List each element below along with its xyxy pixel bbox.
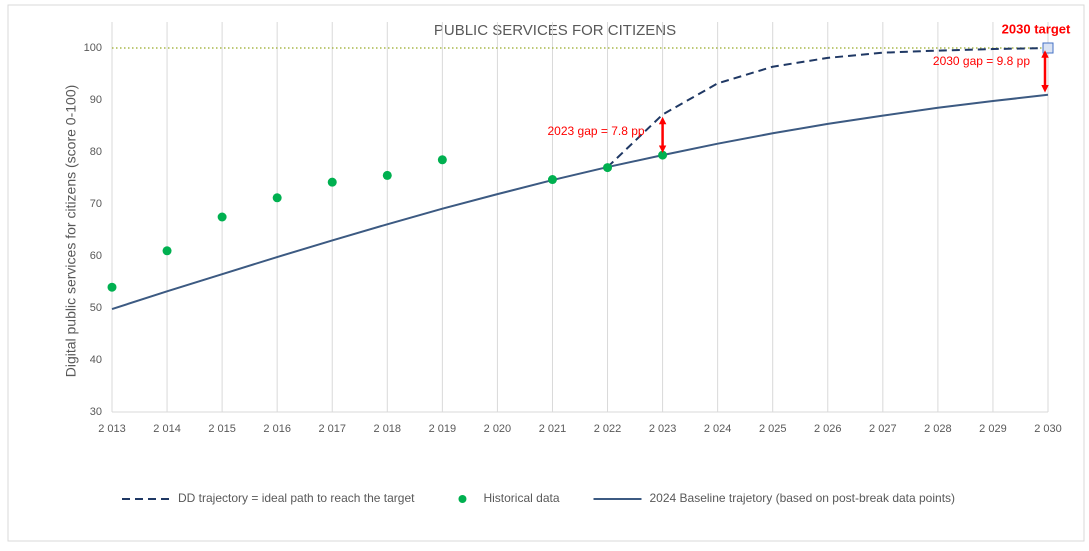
data-point [437, 155, 447, 165]
legend-label: Historical data [483, 491, 559, 505]
x-tick-label: 2 022 [594, 423, 622, 435]
x-tick-label: 2 030 [1034, 423, 1062, 435]
y-tick-label: 70 [90, 198, 102, 210]
y-tick-label: 100 [84, 42, 102, 54]
data-point [603, 163, 613, 173]
annotation: 2030 gap = 9.8 pp [933, 54, 1030, 68]
data-point [107, 282, 117, 292]
legend-marker [458, 495, 467, 503]
data-point [382, 170, 392, 180]
y-tick-label: 90 [90, 94, 102, 106]
x-tick-label: 2 025 [759, 423, 787, 435]
y-axis-label: Digital public services for citizens (sc… [63, 85, 79, 378]
x-tick-label: 2 017 [318, 423, 346, 435]
data-point [547, 175, 557, 185]
x-tick-label: 2 018 [374, 423, 402, 435]
legend-label: 2024 Baseline trajetory (based on post-b… [650, 491, 956, 505]
chart-title: PUBLIC SERVICES FOR CITIZENS [434, 22, 676, 39]
x-tick-label: 2 014 [153, 423, 181, 435]
chart-frame [7, 4, 1085, 542]
x-tick-label: 2 016 [263, 423, 291, 435]
data-point [272, 193, 282, 203]
x-tick-label: 2 019 [429, 423, 457, 435]
x-tick-label: 2 027 [869, 423, 897, 435]
legend-label: DD trajectory = ideal path to reach the … [178, 491, 415, 505]
x-tick-label: 2 026 [814, 423, 842, 435]
x-tick-label: 2 015 [208, 423, 236, 435]
x-tick-label: 2 028 [924, 423, 952, 435]
data-point [327, 177, 337, 187]
series-line [111, 93, 1049, 310]
y-tick-label: 30 [90, 406, 102, 418]
data-point [162, 246, 172, 256]
y-tick-label: 60 [90, 250, 102, 262]
data-point [217, 212, 227, 222]
y-tick-label: 50 [90, 302, 102, 314]
y-tick-label: 80 [90, 146, 102, 158]
x-tick-label: 2 023 [649, 423, 677, 435]
x-tick-label: 2 013 [98, 423, 126, 435]
x-tick-label: 2 029 [979, 423, 1007, 435]
target-marker [1042, 42, 1054, 54]
x-tick-label: 2 024 [704, 423, 732, 435]
series-line [606, 47, 1049, 168]
annotation: 2023 gap = 7.8 pp [547, 124, 644, 138]
x-tick-label: 2 020 [484, 423, 512, 435]
target-label: 2030 target [1002, 21, 1071, 36]
x-tick-label: 2 021 [539, 423, 567, 435]
data-point [658, 150, 668, 160]
y-tick-label: 40 [90, 354, 102, 366]
